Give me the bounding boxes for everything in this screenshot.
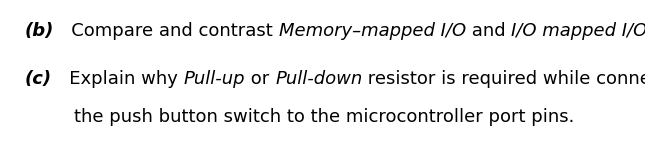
Text: or: or	[245, 70, 275, 88]
Text: and: and	[466, 22, 511, 40]
Text: Compare and contrast: Compare and contrast	[54, 22, 279, 40]
Text: Explain why: Explain why	[52, 70, 184, 88]
Text: (c): (c)	[25, 70, 52, 88]
Text: (b): (b)	[25, 22, 54, 40]
Text: Memory–mapped I/O: Memory–mapped I/O	[279, 22, 466, 40]
Text: I/O mapped I/O: I/O mapped I/O	[511, 22, 645, 40]
Text: Pull-up: Pull-up	[184, 70, 245, 88]
Text: resistor is required while connecting: resistor is required while connecting	[362, 70, 645, 88]
Text: the push button switch to the microcontroller port pins.: the push button switch to the microcontr…	[74, 108, 575, 126]
Text: Pull-down: Pull-down	[275, 70, 362, 88]
